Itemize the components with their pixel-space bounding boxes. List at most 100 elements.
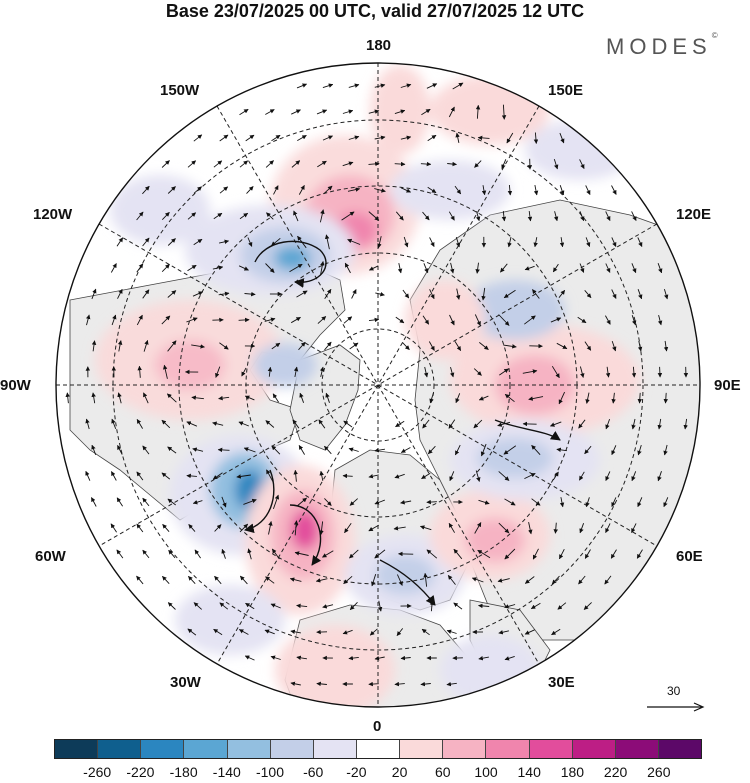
wind-vector-arrow: [296, 497, 307, 507]
wind-vector-arrow: [421, 628, 430, 636]
streamline-labrador-cyclone: [244, 469, 275, 534]
wind-vector-arrow: [296, 603, 308, 609]
wind-vector-arrow: [322, 83, 334, 89]
wind-vector-arrow: [142, 185, 150, 195]
wind-vector-arrow: [448, 522, 455, 533]
wind-vector-arrow: [271, 548, 280, 560]
wind-vector-arrow: [271, 237, 281, 247]
wind-vector-arrow: [449, 366, 455, 378]
wind-vector-arrow: [504, 655, 515, 661]
wind-vector-arrow: [611, 340, 617, 352]
wind-vector-arrow: [657, 366, 663, 378]
wind-vector-arrow: [551, 575, 560, 585]
wind-vector-arrow: [400, 447, 411, 453]
wind-vector-arrow: [524, 265, 535, 271]
wind-vector-arrow: [290, 681, 301, 687]
wind-vector-arrow: [273, 185, 279, 195]
wind-vector-arrow: [528, 522, 533, 535]
wind-vector-arrow: [221, 496, 227, 508]
wind-vector-arrow: [504, 548, 516, 560]
wind-vector-arrow: [368, 317, 380, 323]
wind-vector-arrow: [344, 523, 352, 534]
anomaly-shading: [95, 65, 640, 707]
wind-vector-arrow: [395, 316, 405, 324]
wind-vector-arrow: [637, 237, 643, 248]
wind-vector-arrow: [403, 236, 409, 248]
wind-vector-arrow: [446, 629, 457, 634]
wind-vector-arrow: [270, 655, 281, 660]
wind-vector-arrow: [583, 602, 592, 610]
wind-vector-arrow: [265, 263, 275, 273]
map-border: [55, 62, 701, 708]
wind-vector-arrow: [319, 366, 325, 378]
wind-vector-arrow: [559, 185, 565, 196]
wind-vector-arrow: [371, 573, 377, 587]
wind-vector-arrow: [236, 474, 251, 479]
wind-vector-arrow: [453, 548, 463, 560]
wind-vector-arrow: [343, 420, 353, 428]
wind-vector-arrow: [471, 577, 484, 583]
wind-vector-arrow: [498, 314, 510, 326]
wind-vector-arrow: [161, 419, 171, 429]
wind-vector-arrow: [394, 161, 406, 167]
wind-vector-arrow: [631, 315, 637, 326]
wind-vector-arrow: [501, 159, 507, 170]
meridian-120e-60w: [98, 223, 658, 547]
wind-vector-arrow: [429, 237, 435, 248]
wind-vector-arrow: [637, 392, 643, 404]
wind-vector-arrow: [475, 104, 481, 119]
streamline-europe: [379, 559, 436, 606]
wind-vector-arrow: [162, 575, 170, 585]
wind-vector-arrow: [243, 447, 256, 453]
wind-vector-arrow: [342, 473, 353, 479]
wind-vector-arrow: [657, 418, 662, 430]
wind-vector-arrow: [193, 238, 203, 246]
colorbar-tick-label: -220: [126, 764, 155, 780]
wind-vector-arrow: [550, 317, 562, 323]
wind-vector-arrow: [347, 187, 361, 192]
map-title: Base 23/07/2025 00 UTC, valid 27/07/2025…: [165, 1, 585, 21]
wind-vector-arrow: [167, 602, 176, 610]
lon-label-30w: 30W: [170, 674, 201, 691]
wind-vector-arrow: [324, 341, 332, 351]
wind-vector-arrow: [584, 341, 592, 351]
anomaly-africa-positive: [275, 625, 395, 707]
wind-vector-arrow: [167, 186, 176, 194]
wind-vector-arrow: [481, 185, 487, 196]
wind-vector-arrow: [557, 602, 567, 610]
wind-vector-arrow: [136, 263, 144, 273]
lon-label-90w: 90W: [0, 377, 31, 394]
wind-vector-arrow: [136, 419, 143, 429]
wind-vector-arrow: [324, 498, 332, 506]
wind-vector-arrow: [110, 523, 117, 533]
wind-vector-arrow: [553, 158, 559, 170]
wind-vector-arrow: [522, 369, 538, 374]
wind-vector-arrow: [136, 471, 144, 481]
wind-vector-arrow: [215, 366, 221, 378]
wind-vector-arrow: [289, 577, 302, 582]
wind-vector-arrow: [289, 263, 303, 273]
wind-vector-arrow: [167, 446, 177, 454]
colorbar-tick-label: -180: [169, 764, 198, 780]
wind-vector-arrow: [631, 471, 637, 482]
wind-vector-arrow: [397, 263, 403, 274]
wind-vector-arrow: [245, 134, 255, 142]
wind-vector-arrow: [244, 291, 256, 297]
anomaly-aleutian-positive: [370, 65, 430, 155]
wind-vector-arrow: [474, 160, 482, 168]
wind-vector-arrow: [241, 367, 247, 377]
wind-vector-arrow: [245, 602, 255, 610]
wind-vector-arrow: [579, 471, 585, 481]
wind-vector-arrow: [426, 499, 437, 505]
wind-vector-arrow: [480, 443, 487, 457]
wind-vector-arrow: [267, 366, 273, 377]
wind-vector-arrow: [374, 188, 386, 193]
wind-vector-arrow: [394, 681, 405, 687]
wind-vector-arrow: [117, 288, 123, 299]
wind-vector-arrow: [65, 392, 70, 404]
wind-vector-arrow: [481, 287, 486, 301]
wind-vector-arrow: [499, 368, 509, 376]
wind-vector-arrow: [611, 237, 617, 248]
wind-vector-arrow: [579, 523, 585, 534]
wind-vector-arrow: [448, 419, 456, 429]
